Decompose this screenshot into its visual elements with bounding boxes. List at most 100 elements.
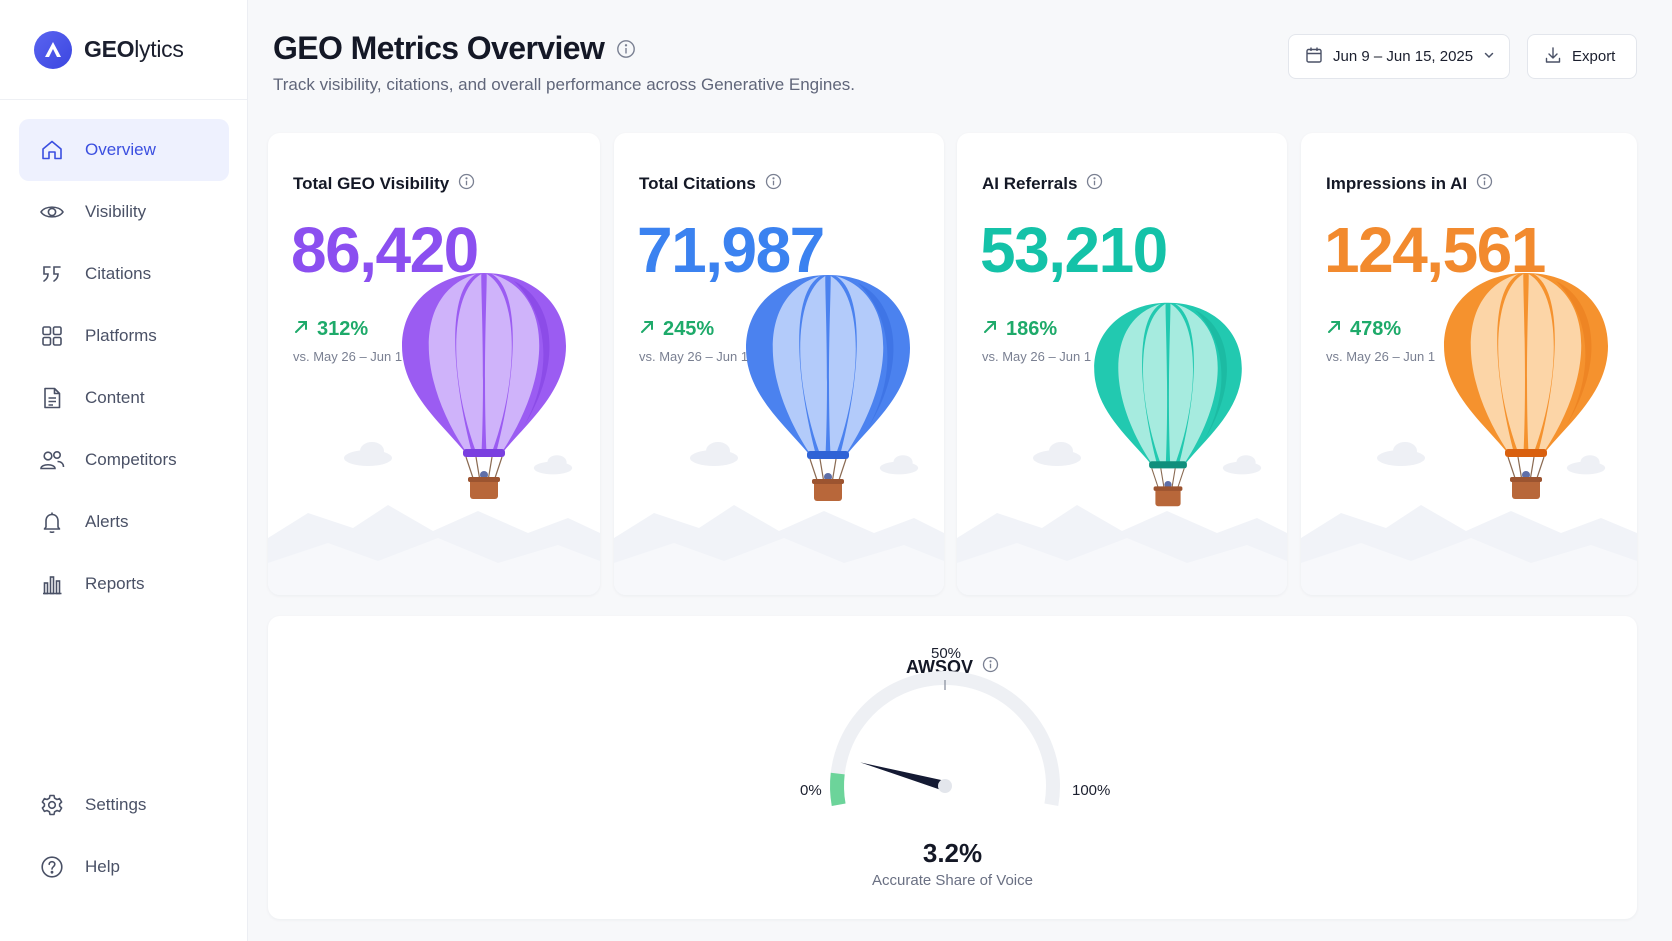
balloon-shade (1195, 310, 1227, 441)
balloon-rope (1160, 468, 1165, 491)
sidebar-item-settings[interactable]: Settings (19, 774, 229, 836)
info-icon[interactable] (1086, 173, 1103, 195)
balloon-stripe (1168, 303, 1194, 463)
page-subtitle: Track visibility, citations, and overall… (273, 75, 856, 94)
grid-icon (39, 323, 65, 349)
trend-value: 312% (317, 318, 369, 340)
balloon-stripe (1142, 303, 1168, 463)
trend-badge: 312% (293, 318, 368, 341)
mountain-shape (268, 538, 600, 595)
info-icon[interactable] (616, 30, 636, 67)
info-icon[interactable] (982, 656, 999, 678)
help-circle-icon (39, 854, 65, 880)
sidebar-item-label: Help (85, 857, 120, 876)
arrow-up-right-icon (982, 318, 998, 341)
balloon-skirt (1149, 461, 1187, 469)
sidebar-item-reports[interactable]: Reports (19, 553, 229, 615)
trend-value: 478% (1350, 318, 1402, 340)
cloud-shape (360, 442, 384, 460)
brand-name: GEOlytics (84, 36, 184, 62)
export-button[interactable]: Export (1527, 34, 1637, 79)
cloud-shape (1580, 455, 1600, 470)
info-icon[interactable] (1476, 173, 1493, 195)
logo-icon (34, 30, 72, 69)
metric-value: 71,987 (637, 214, 825, 286)
metric-value: 124,561 (1324, 214, 1546, 286)
trend-badge: 186% (982, 318, 1057, 341)
balloon-skirt (807, 451, 849, 459)
sidebar-item-content[interactable]: Content (19, 367, 229, 429)
chevron-down-icon (1483, 48, 1495, 65)
sidebar-item-label: Reports (85, 574, 145, 593)
scenery (957, 442, 1287, 595)
metric-card-visibility[interactable]: Total GEO Visibility 86,420 312% vs. May… (268, 133, 600, 595)
sidebar-item-citations[interactable]: Citations (19, 243, 229, 305)
trend-value: 186% (1006, 318, 1058, 340)
cloud-shape (1236, 455, 1256, 470)
balloon-stripe (456, 274, 483, 451)
comparison-period: vs. May 26 – Jun 1 (982, 349, 1092, 364)
scenery (1301, 442, 1637, 595)
balloon-illustration (1301, 273, 1637, 595)
sidebar-item-help[interactable]: Help (19, 836, 229, 898)
metric-value: 53,210 (980, 214, 1168, 286)
comparison-period: vs. May 26 – Jun 1 (639, 349, 749, 364)
date-range-picker[interactable]: Jun 9 – Jun 15, 2025 (1288, 34, 1510, 79)
balloon-stripe (1527, 274, 1554, 451)
balloon-envelope (402, 273, 566, 451)
cloud-shape (893, 455, 913, 470)
gauge-title-text: AWSOV (905, 656, 973, 677)
info-icon[interactable] (458, 173, 475, 195)
users-icon (39, 447, 65, 473)
date-range-label: Jun 9 – Jun 15, 2025 (1333, 48, 1474, 65)
hot-air-balloon (746, 275, 910, 501)
info-icon[interactable] (765, 173, 782, 195)
metric-value: 86,420 (291, 214, 479, 286)
card-title: Total Citations (639, 173, 782, 195)
card-title: Impressions in AI (1326, 173, 1493, 195)
metric-card-ai-referrals[interactable]: AI Referrals 53,210 186% vs. May 26 – Ju… (957, 133, 1287, 595)
balloon-shade (514, 281, 550, 426)
metric-card-citations[interactable]: Total Citations 71,987 245% vs. May 26 –… (614, 133, 944, 595)
document-icon (39, 385, 65, 411)
balloon-stripe (1470, 274, 1519, 451)
arrow-up-right-icon (639, 318, 655, 341)
balloon-basket (470, 479, 498, 499)
balloon-basket (814, 481, 842, 501)
balloon-stripe (1175, 303, 1218, 463)
gauge-mid-label: 50% (931, 645, 962, 662)
export-label: Export (1572, 48, 1616, 65)
gauge-track (830, 671, 1060, 806)
balloon-stripe (1498, 274, 1525, 451)
comparison-period: vs. May 26 – Jun 1 (293, 349, 403, 364)
comparison-period: vs. May 26 – Jun 1 (1326, 349, 1436, 364)
sidebar-item-competitors[interactable]: Competitors (19, 429, 229, 491)
balloon-skirt (463, 449, 505, 457)
balloon-stripe (772, 276, 821, 453)
balloon-rope (1171, 468, 1176, 491)
sidebar-item-label: Settings (85, 795, 147, 814)
sidebar-item-visibility[interactable]: Visibility (19, 181, 229, 243)
balloon-stripe (485, 274, 512, 451)
card-title-text: Total GEO Visibility (293, 174, 450, 193)
gauge-min-label: 0% (800, 782, 822, 799)
sidebar-item-overview[interactable]: Overview (19, 119, 229, 181)
balloon-illustration (268, 273, 600, 595)
hot-air-balloon (1094, 302, 1242, 507)
gauge-chart (830, 671, 1060, 806)
sidebar-item-alerts[interactable]: Alerts (19, 491, 229, 553)
arrow-up-right-icon (1326, 318, 1342, 341)
trend-badge: 478% (1326, 318, 1401, 341)
sidebar-item-label: Alerts (85, 512, 129, 531)
scenery (268, 442, 600, 595)
mountain-shape (957, 538, 1287, 595)
cloud-shape (547, 455, 567, 470)
sidebar-item-label: Platforms (85, 326, 157, 345)
metric-card-impressions[interactable]: Impressions in AI 124,561 478% vs. May 2… (1301, 133, 1637, 595)
trend-badge: 245% (639, 318, 714, 341)
brand[interactable]: GEOlytics (0, 0, 247, 100)
balloon-stripe (428, 274, 477, 451)
trend-value: 245% (663, 318, 715, 340)
sidebar-item-platforms[interactable]: Platforms (19, 305, 229, 367)
mountain-shape (614, 538, 944, 595)
